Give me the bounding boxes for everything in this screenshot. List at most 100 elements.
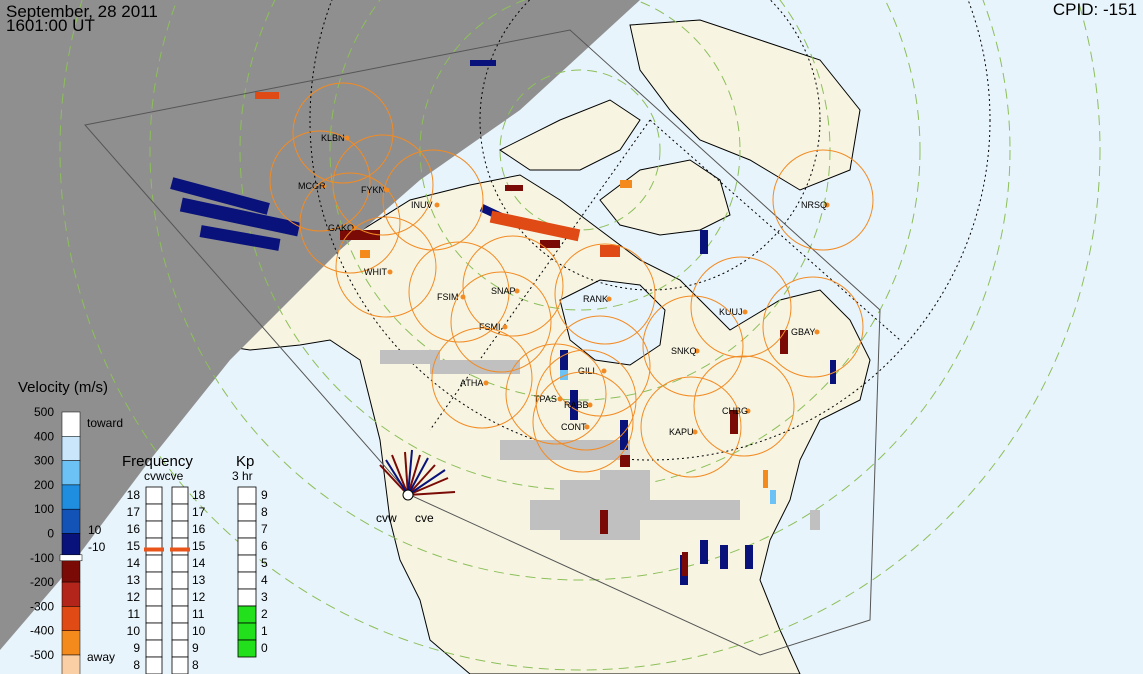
site-dot bbox=[601, 368, 607, 374]
kp-tick: 8 bbox=[261, 505, 268, 519]
velocity-tick: -200 bbox=[30, 575, 54, 589]
velocity-vectors bbox=[170, 60, 836, 585]
frequency-title: Frequency bbox=[122, 453, 193, 470]
velocity-color-bar bbox=[59, 411, 83, 674]
site-label: GILL bbox=[578, 366, 598, 376]
velocity-tick-labels: 500 400 300 200 100 0 -100 -200 -300 -400 -500 bbox=[30, 405, 54, 662]
frequency-cell bbox=[145, 588, 163, 607]
kp-cell bbox=[237, 588, 257, 607]
site-fov-circle bbox=[332, 134, 434, 236]
cpid-label: CPID: bbox=[1052, 0, 1099, 19]
frequency-cell bbox=[145, 622, 163, 641]
frequency-tick-right: 15 bbox=[192, 539, 206, 553]
site-fov-circle bbox=[299, 172, 401, 274]
velocity-color-cell bbox=[61, 484, 81, 510]
site-fov-circle bbox=[554, 243, 656, 345]
kp-tick: 4 bbox=[261, 573, 268, 587]
site-mcgr: MCGR bbox=[269, 130, 371, 232]
cpid-value: -151 bbox=[1102, 0, 1137, 19]
site-dot bbox=[387, 269, 393, 275]
frequency-tick-left: 11 bbox=[128, 607, 141, 621]
site-fov-circle bbox=[269, 130, 371, 232]
site-label: FSIM bbox=[437, 292, 459, 302]
north-america-land bbox=[119, 174, 871, 674]
kp-tick: 6 bbox=[261, 539, 268, 553]
velocity-tick: 300 bbox=[34, 454, 54, 468]
site-label: SNAP bbox=[491, 286, 516, 296]
hudson-bay-water bbox=[559, 279, 666, 366]
geographic-grid bbox=[309, 0, 991, 461]
site-dot bbox=[694, 348, 700, 354]
frequency-cell bbox=[145, 639, 163, 658]
site-label: ATHA bbox=[460, 378, 483, 388]
site-fov-circle bbox=[450, 271, 552, 373]
radar-site-marker bbox=[402, 489, 414, 501]
cpid-readout: CPID: -151 bbox=[1053, 1, 1137, 18]
site-label: FYKN bbox=[361, 185, 385, 195]
site-fov-circle bbox=[690, 256, 792, 358]
frequency-tick-left: 17 bbox=[127, 505, 141, 519]
frequency-cell bbox=[145, 656, 163, 674]
kp-tick: 0 bbox=[261, 641, 268, 655]
velocity-tick: 200 bbox=[34, 478, 54, 492]
site-nrsq: NRSQ bbox=[772, 149, 874, 251]
site-label: RABB bbox=[564, 400, 589, 410]
frequency-cell bbox=[145, 486, 163, 505]
frequency-cell bbox=[171, 537, 189, 556]
site-label: KUUJ bbox=[719, 307, 743, 317]
velocity-threshold-pos: 10 bbox=[88, 523, 102, 537]
kp-bar: 9 8 7 6 5 4 3 2 1 0 bbox=[237, 486, 268, 658]
radar-label-cve: cve bbox=[415, 511, 434, 525]
frequency-tick-left: 16 bbox=[127, 522, 141, 536]
frequency-tick-left: 14 bbox=[127, 556, 141, 570]
site-fov-circle bbox=[642, 295, 744, 397]
site-dot bbox=[692, 429, 698, 435]
frequency-tick-right: 18 bbox=[192, 488, 206, 502]
frequency-cell bbox=[171, 486, 189, 505]
frequency-cell bbox=[171, 656, 189, 674]
frequency-tick-left: 15 bbox=[127, 539, 141, 553]
kp-tick: 7 bbox=[261, 522, 268, 536]
site-fov-circle bbox=[762, 276, 864, 378]
site-fov-circle bbox=[431, 327, 533, 429]
velocity-color-cell bbox=[61, 606, 81, 631]
site-snap: SNAP bbox=[462, 235, 564, 337]
site-dot bbox=[557, 396, 563, 402]
frequency-tick-left: 10 bbox=[127, 624, 141, 638]
frequency-tick-right: 14 bbox=[192, 556, 206, 570]
site-label: WHIT bbox=[364, 267, 387, 277]
site-dot bbox=[742, 309, 748, 315]
velocity-scale-title: Velocity (m/s) bbox=[18, 379, 108, 396]
frequency-cell bbox=[171, 588, 189, 607]
site-dot bbox=[814, 329, 820, 335]
frequency-cell bbox=[171, 622, 189, 641]
velocity-tick: -400 bbox=[30, 624, 54, 638]
kp-cell bbox=[237, 520, 257, 539]
kp-tick: 5 bbox=[261, 556, 268, 570]
frequency-cell bbox=[171, 503, 189, 522]
site-label: CHBG bbox=[722, 406, 748, 416]
site-dot bbox=[434, 202, 440, 208]
frequency-cell bbox=[145, 537, 163, 556]
site-snkq: SNKQ bbox=[642, 295, 744, 397]
site-fov-circle bbox=[505, 343, 607, 445]
frequency-bars: 18 18 17 17 16 16 15 15 14 14 13 13 12 12 11 11 10 10 9 9 8 8 bbox=[127, 486, 206, 674]
kp-cell bbox=[237, 571, 257, 590]
velocity-color-cell bbox=[61, 411, 81, 437]
frequency-cell bbox=[171, 554, 189, 573]
site-dot bbox=[606, 296, 612, 302]
frequency-cell bbox=[145, 554, 163, 573]
landmass-layer bbox=[119, 19, 871, 674]
site-fov-circle bbox=[532, 371, 634, 473]
frequency-cell bbox=[145, 605, 163, 624]
velocity-tick: 100 bbox=[34, 502, 54, 516]
frequency-cell bbox=[145, 571, 163, 590]
frequency-tick-right: 9 bbox=[192, 641, 199, 655]
site-fov-circle bbox=[408, 241, 510, 343]
velocity-tick: -100 bbox=[30, 551, 54, 565]
frequency-tick-left: 18 bbox=[127, 488, 141, 502]
site-kapu: KAPU bbox=[640, 376, 742, 478]
site-atha: ATHA bbox=[431, 327, 533, 429]
radar-site-fan-blue bbox=[385, 449, 446, 496]
kp-cell bbox=[237, 554, 257, 573]
